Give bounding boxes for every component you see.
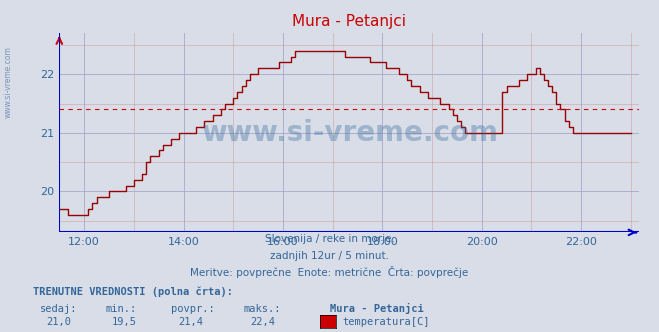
Text: 21,0: 21,0 [46,317,71,327]
Text: 22,4: 22,4 [250,317,275,327]
Text: TRENUTNE VREDNOSTI (polna črta):: TRENUTNE VREDNOSTI (polna črta): [33,287,233,297]
Text: Slovenija / reke in morje.: Slovenija / reke in morje. [264,234,395,244]
Text: min.:: min.: [105,304,136,314]
Text: Meritve: povprečne  Enote: metrične  Črta: povprečje: Meritve: povprečne Enote: metrične Črta:… [190,266,469,278]
Title: Mura - Petanjci: Mura - Petanjci [293,14,406,29]
Text: zadnjih 12ur / 5 minut.: zadnjih 12ur / 5 minut. [270,251,389,261]
Text: www.si-vreme.com: www.si-vreme.com [201,119,498,147]
Text: Mura - Petanjci: Mura - Petanjci [330,303,423,314]
Text: 21,4: 21,4 [178,317,203,327]
Text: 19,5: 19,5 [112,317,137,327]
Text: maks.:: maks.: [244,304,281,314]
Text: sedaj:: sedaj: [40,304,77,314]
Text: temperatura[C]: temperatura[C] [343,317,430,327]
Text: povpr.:: povpr.: [171,304,215,314]
Text: www.si-vreme.com: www.si-vreme.com [3,46,13,118]
